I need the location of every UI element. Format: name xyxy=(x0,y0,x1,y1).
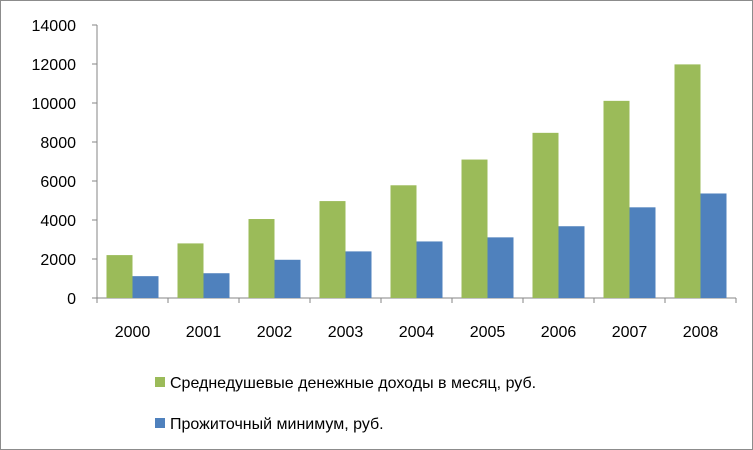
bar-subsistence-2008 xyxy=(700,193,727,298)
x-tick-label: 2008 xyxy=(683,324,719,341)
legend-item-income: Среднедушевые денежные доходы в месяц, р… xyxy=(155,375,536,392)
bar-subsistence-2006 xyxy=(558,226,585,298)
y-tick-label: 4000 xyxy=(40,213,76,230)
y-tick-label: 14000 xyxy=(32,18,77,35)
bar-subsistence-2004 xyxy=(416,241,443,298)
bar-subsistence-2002 xyxy=(274,259,301,298)
x-tick-label: 2000 xyxy=(115,324,151,341)
bar-income-2000 xyxy=(106,255,133,298)
y-tick-label: 12000 xyxy=(32,57,77,74)
bar-income-2002 xyxy=(248,219,275,298)
x-tick-label: 2003 xyxy=(328,324,364,341)
legend-swatch-subsistence xyxy=(155,418,165,428)
y-tick-labels: 0 2000 4000 6000 8000 10000 12000 14000 xyxy=(32,18,77,308)
bar-income-2008 xyxy=(674,64,701,298)
legend-label-subsistence: Прожиточный минимум, руб. xyxy=(170,416,384,433)
y-tick-label: 8000 xyxy=(40,135,76,152)
y-tick-label: 2000 xyxy=(40,252,76,269)
legend-label-income: Среднедушевые денежные доходы в месяц, р… xyxy=(170,375,536,392)
bars xyxy=(106,64,727,298)
bar-income-2005 xyxy=(461,159,488,298)
bar-subsistence-2000 xyxy=(132,276,159,298)
bar-income-2006 xyxy=(532,132,559,298)
x-tick-label: 2004 xyxy=(399,324,435,341)
x-tick-label: 2005 xyxy=(470,324,506,341)
bar-income-2001 xyxy=(177,243,204,298)
bar-subsistence-2003 xyxy=(345,251,372,298)
y-tick-label: 6000 xyxy=(40,174,76,191)
legend-item-subsistence: Прожиточный минимум, руб. xyxy=(155,416,384,433)
x-tick-label: 2001 xyxy=(186,324,222,341)
x-tick-labels: 2000 2001 2002 2003 2004 2005 2006 2007 2008 xyxy=(115,324,719,341)
bar-income-2004 xyxy=(390,185,417,298)
y-tick-label: 10000 xyxy=(32,96,77,113)
bar-income-2003 xyxy=(319,201,346,298)
x-tick-label: 2007 xyxy=(612,324,648,341)
bar-subsistence-2007 xyxy=(629,207,656,298)
x-tick-label: 2002 xyxy=(257,324,293,341)
legend: Среднедушевые денежные доходы в месяц, р… xyxy=(155,375,536,433)
legend-swatch-income xyxy=(155,377,165,387)
bar-income-2007 xyxy=(603,100,630,298)
x-tick-label: 2006 xyxy=(541,324,577,341)
bar-subsistence-2001 xyxy=(203,273,230,298)
bar-subsistence-2005 xyxy=(487,237,514,298)
y-tick-label: 0 xyxy=(67,291,76,308)
